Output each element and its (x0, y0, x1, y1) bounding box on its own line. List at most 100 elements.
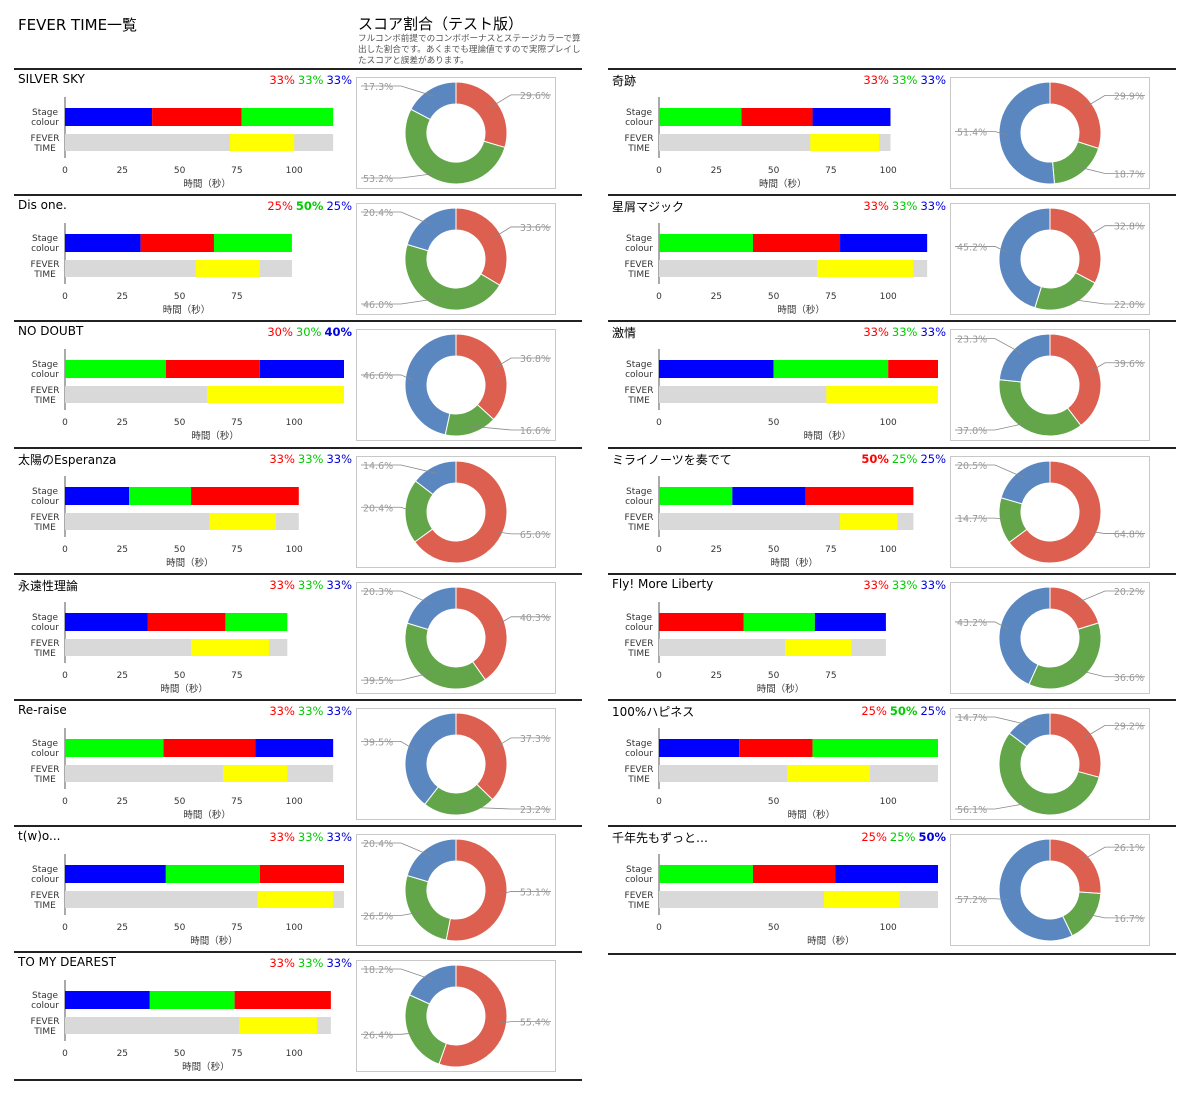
donut-slice-blue (1000, 460, 1051, 505)
stage-colour-label: colour (625, 370, 653, 380)
x-tick-label: 0 (62, 418, 68, 428)
stage-colour-label: Stage (32, 360, 58, 370)
stage-colour-label: Stage (626, 865, 652, 875)
x-tick-label: 100 (880, 797, 897, 807)
x-axis-title: 時間（秒） (759, 178, 807, 190)
donut-slice-green (404, 875, 451, 941)
donut-leader-line (361, 374, 414, 382)
x-axis-title: 時間（秒） (807, 935, 855, 947)
blue-percentage: 33% (920, 73, 946, 87)
stage-colour-segment (65, 234, 141, 253)
donut-slice-red (1049, 586, 1100, 630)
donut-slice-label: 45.2% (957, 243, 987, 254)
x-tick-label: 0 (656, 671, 662, 681)
x-tick-label: 100 (286, 923, 303, 933)
stage-colour-label: colour (625, 623, 653, 633)
song-entry: 永遠性理論 33% 33% 33% Stage colour FEVER TIME 0 25 50 7… (14, 572, 582, 701)
donut-leader-line (361, 590, 431, 604)
score-ratio-donut-box: 40.3% 39.5% 20.3% (356, 581, 556, 694)
song-title: t(w)o... (18, 829, 61, 844)
score-ratio-donut-box: 29.6% 53.2% 17.3% (356, 77, 556, 189)
donut-slice-green (1028, 622, 1102, 690)
x-tick-label: 50 (768, 418, 780, 428)
x-tick-label: 25 (117, 166, 128, 176)
blue-percentage: 33% (326, 577, 352, 592)
donut-slice-red (1049, 81, 1102, 150)
song-title: Re-raise (18, 703, 67, 717)
x-tick-label: 0 (656, 797, 662, 807)
fever-time-label: FEVER (31, 1017, 60, 1027)
x-tick-label: 50 (174, 797, 186, 807)
song-entry: Re-raise 33% 33% 33% Stage colour FEVER TIME 0 25… (14, 699, 582, 827)
x-tick-label: 25 (711, 545, 722, 555)
stage-colour-segment (805, 486, 914, 505)
green-percentage: 50% (889, 704, 918, 718)
score-ratio-donut: 39.6% 37.0% 23.3% (955, 333, 1145, 437)
fever-time-label: FEVER (625, 765, 654, 775)
donut-slice-label: 56.1% (957, 805, 987, 816)
score-ratio-note: フルコンボ前提でのコンボボーナスとステージカラーで算出した割合です。あくまでも理… (358, 34, 581, 66)
fever-time-bar (230, 134, 295, 151)
stage-colour-segment (259, 360, 344, 379)
stage-colour-segment (835, 865, 938, 884)
green-percentage: 30% (295, 325, 322, 340)
green-percentage: 25% (889, 830, 916, 845)
stage-colour-label: Stage (626, 739, 652, 749)
x-axis-title: 時間（秒） (804, 430, 852, 442)
stage-colour-segment (743, 612, 815, 631)
x-tick-label: 0 (656, 545, 662, 555)
donut-slice-red (445, 838, 508, 942)
stage-colour-segment (752, 865, 836, 884)
song-title: 100%ハピネス (612, 705, 695, 719)
x-tick-label: 0 (656, 292, 662, 302)
x-axis-title: 時間（秒） (757, 683, 805, 695)
color-percentages: 33% 33% 33% (860, 325, 946, 339)
song-entry: t(w)o... 33% 33% 33% Stage colour FEVER TIME 0 25… (14, 825, 582, 953)
fever-time-bar (195, 260, 260, 278)
donut-slice-red (1049, 207, 1102, 284)
song-title: 星屑マジック (612, 200, 685, 215)
x-tick-label: 25 (117, 292, 128, 302)
blue-percentage: 25% (920, 704, 946, 718)
donut-slice-label: 16.6% (520, 426, 550, 437)
x-tick-label: 25 (711, 166, 722, 176)
stage-colour-segment (739, 739, 813, 757)
donut-slice-label: 22.0% (1114, 300, 1144, 311)
stage-colour-segment (741, 108, 813, 126)
song-entry: NO DOUBT 30% 30% 40% Stage colour FEVER TIME 0 25… (14, 320, 582, 448)
fever-time-label: TIME (33, 270, 56, 280)
donut-leader-line (493, 226, 551, 239)
fever-time-bar (191, 638, 269, 656)
score-ratio-donut-box: 32.8% 22.0% 45.2% (950, 203, 1150, 316)
green-percentage: 33% (297, 577, 324, 592)
score-ratio-donut-box: 29.2% 56.1% 14.7% (950, 708, 1150, 820)
stage-colour-segment (65, 486, 130, 505)
score-ratio-donut-box: 39.6% 37.0% 23.3% (950, 329, 1150, 442)
donut-slice-green (998, 732, 1100, 816)
donut-slice-label: 20.4% (363, 503, 393, 514)
score-ratio-donut-box: 36.8% 16.6% 46.6% (356, 329, 556, 442)
red-percentage: 25% (861, 704, 887, 718)
stage-colour-segment (234, 991, 331, 1010)
x-tick-label: 25 (117, 797, 128, 807)
fever-time-bar (826, 386, 938, 404)
x-tick-label: 75 (825, 545, 836, 555)
donut-leader-line (1066, 298, 1145, 305)
x-tick-label: 25 (117, 923, 128, 933)
song-length-track (659, 638, 886, 656)
score-ratio-donut-box: 53.1% 26.5% 20.4% (356, 834, 556, 947)
x-axis-title: 時間（秒） (183, 178, 231, 190)
color-percentages: 33% 33% 33% (266, 578, 352, 592)
donut-slice-label: 40.3% (520, 613, 550, 624)
donut-leader-line (490, 94, 551, 108)
blue-percentage: 40% (324, 325, 352, 340)
fever-time-label: FEVER (625, 891, 654, 901)
donut-slice-blue (406, 207, 457, 252)
green-percentage: 33% (891, 73, 918, 87)
